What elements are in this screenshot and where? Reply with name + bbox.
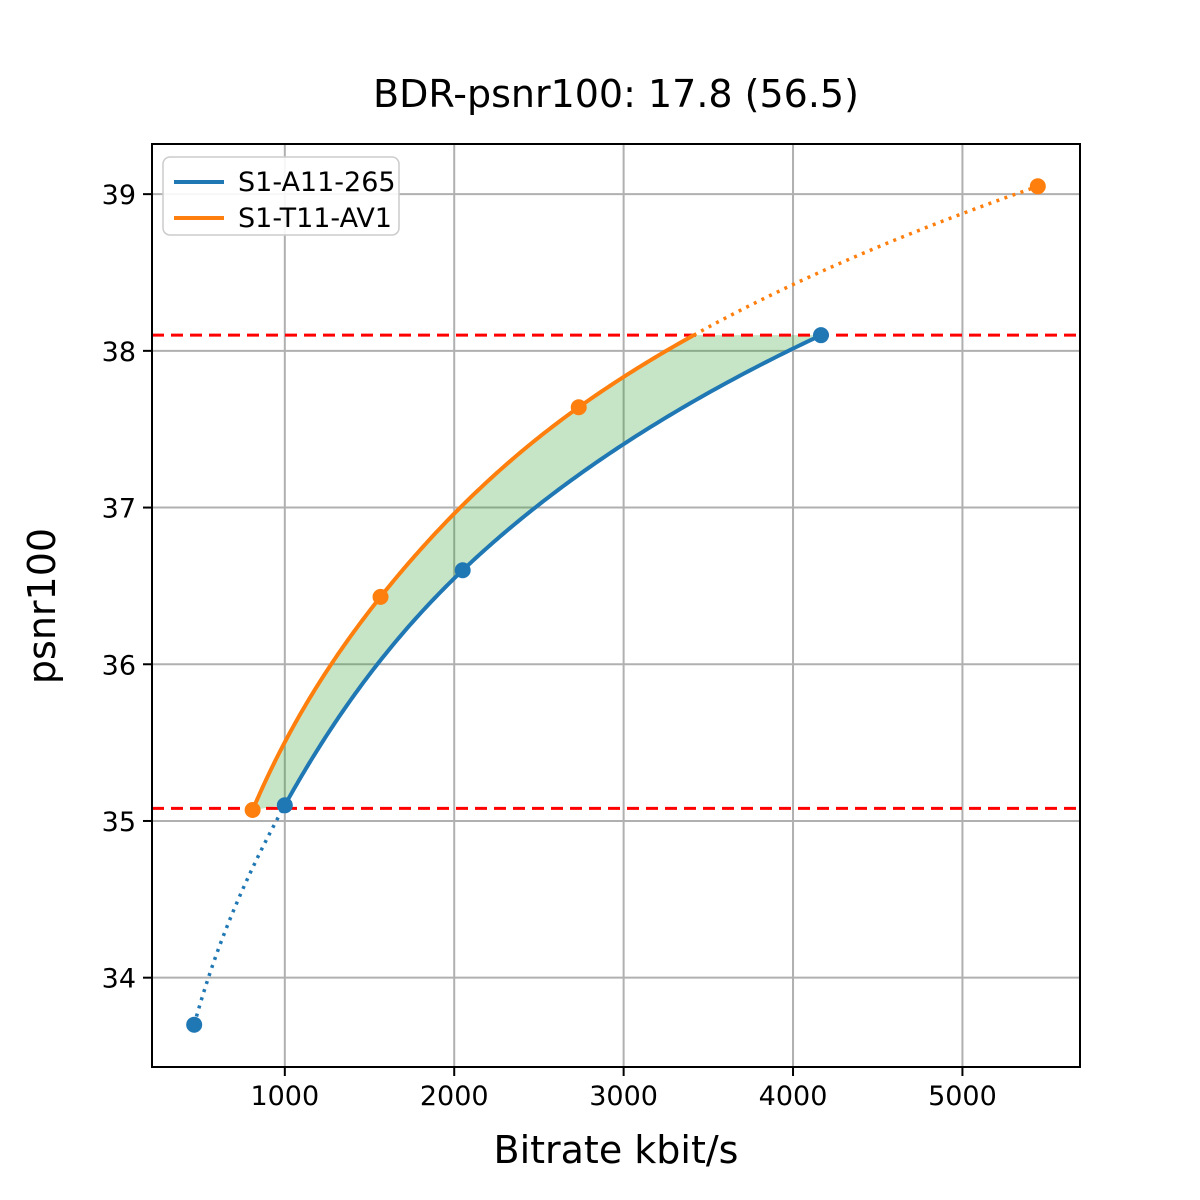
y-axis-label: psnr100	[20, 528, 64, 684]
x-tick-label: 2000	[420, 1081, 489, 1112]
x-tick-label: 5000	[928, 1081, 997, 1112]
series-0-marker	[276, 797, 293, 814]
y-tick-label: 38	[102, 337, 136, 368]
x-tick-label: 4000	[759, 1081, 828, 1112]
plot-border	[151, 143, 1081, 1068]
legend-box	[162, 156, 400, 236]
hline-layer	[152, 333, 1080, 810]
y-tick-label: 36	[102, 650, 136, 681]
series-0-dotted-curve	[192, 804, 287, 1026]
series-1-marker	[1029, 178, 1046, 195]
series-layer	[186, 178, 1046, 1033]
series-0-marker	[812, 327, 829, 344]
grid-layer	[152, 144, 1080, 1067]
y-tick-label: 37	[102, 494, 136, 525]
legend-label-series-0: S1-A11-265	[238, 167, 396, 198]
x-tick-label: 3000	[589, 1081, 658, 1112]
series-0-marker	[186, 1016, 203, 1033]
legend: S1-A11-265 S1-T11-AV1	[162, 156, 400, 236]
series-1-marker	[244, 802, 261, 819]
y-tick-label: 35	[102, 807, 136, 838]
axis-layer: 1000 2000 3000 4000 5000 34 35 36 37 38 39	[102, 180, 997, 1112]
series-0-solid-curve	[283, 333, 822, 807]
series-1-marker	[570, 399, 587, 416]
legend-label-series-1: S1-T11-AV1	[238, 203, 392, 234]
x-tick-label: 1000	[250, 1081, 319, 1112]
series-1-dotted-curve	[692, 184, 1039, 337]
x-axis-label: Bitrate kbit/s	[494, 1128, 739, 1172]
chart-title: BDR-psnr100: 17.8 (56.5)	[373, 72, 859, 116]
shaded-region-layer	[252, 335, 821, 810]
y-tick-label: 34	[102, 964, 136, 995]
series-0-marker	[454, 562, 471, 579]
y-tick-label: 39	[102, 180, 136, 211]
series-1-marker	[372, 588, 389, 605]
bd-rate-shaded-region	[252, 335, 821, 810]
